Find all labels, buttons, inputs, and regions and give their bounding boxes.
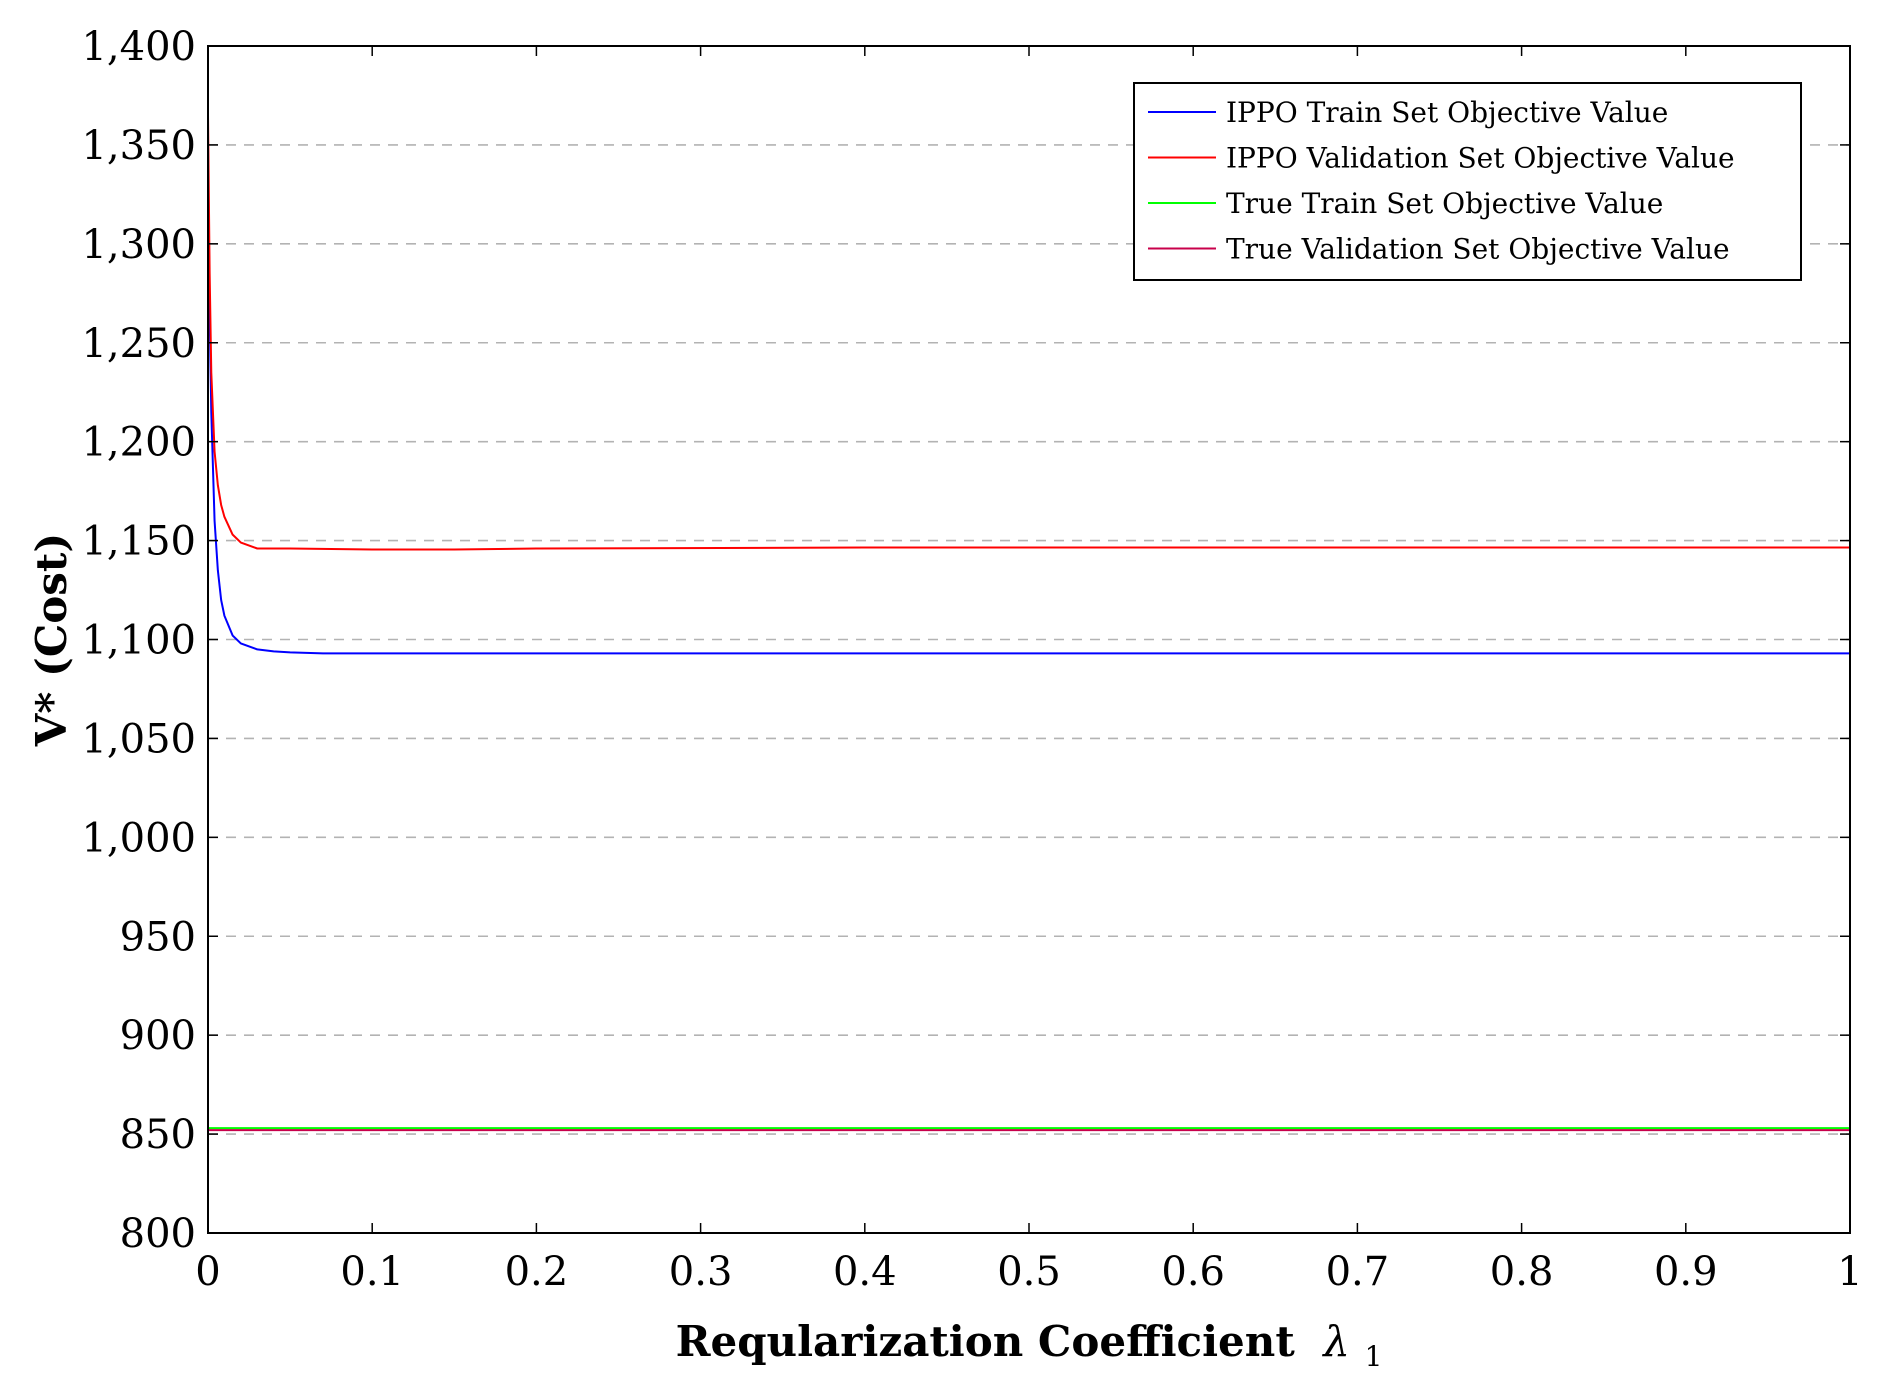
x-axis-title-text: Reqularization Coefficient [676, 1317, 1296, 1366]
y-tick-label: 950 [120, 914, 196, 960]
legend-entry: IPPO Train Set Objective Value [1148, 96, 1668, 129]
x-tick-label: 0.4 [833, 1249, 897, 1295]
y-tick-label: 1,400 [81, 24, 196, 70]
y-tick-label: 900 [120, 1013, 196, 1059]
y-tick-label: 1,000 [81, 815, 196, 861]
x-axis-title-symbol: λ [1321, 1317, 1350, 1366]
x-tick-label: 0.1 [340, 1249, 404, 1295]
grid-lines [208, 144, 1850, 1135]
y-tick-label: 800 [120, 1211, 196, 1257]
y-tick-label: 1,100 [81, 618, 196, 664]
series-lines [207, 115, 1850, 1132]
y-tick-label: 1,300 [81, 222, 196, 268]
legend-box [1133, 82, 1802, 281]
legend: IPPO Train Set Objective Value IPPO Valid… [1133, 82, 1802, 281]
x-axis-title-subscript: 1 [1365, 1340, 1383, 1373]
y-tick-labels: 800 850 900 950 1,000 1,050 1,100 1,150 1,200 1,2… [81, 24, 196, 1257]
legend-entry: True Train Set Objective Value [1148, 187, 1663, 220]
x-tick-label: 0.9 [1654, 1249, 1718, 1295]
legend-label: IPPO Train Set Objective Value [1226, 96, 1668, 129]
x-tick-label: 0.8 [1490, 1249, 1554, 1295]
x-tick-label: 0.3 [669, 1249, 733, 1295]
y-tick-label: 1,050 [81, 716, 196, 762]
series-line [207, 144, 1850, 655]
y-tick-label: 1,200 [81, 420, 196, 466]
axis-ticks [207, 45, 1851, 1234]
y-tick-label: 1,250 [81, 321, 196, 367]
x-tick-label: 0.6 [1161, 1249, 1225, 1295]
legend-label: True Train Set Objective Value [1226, 187, 1663, 220]
series-line [207, 115, 1850, 551]
x-tick-label: 0.5 [997, 1249, 1061, 1295]
legend-entry: IPPO Validation Set Objective Value [1148, 142, 1735, 175]
y-tick-label: 850 [120, 1112, 196, 1158]
x-tick-label: 1 [1837, 1249, 1862, 1295]
y-axis-title: V* (Cost) [27, 533, 76, 747]
x-tick-label: 0 [195, 1249, 220, 1295]
x-tick-label: 0.7 [1326, 1249, 1390, 1295]
x-tick-labels: 0 0.1 0.2 0.3 0.4 0.5 0.6 0.7 0.8 0.9 1 [195, 1249, 1862, 1295]
y-tick-label: 1,150 [81, 519, 196, 565]
legend-label: True Validation Set Objective Value [1226, 233, 1730, 266]
legend-entry: True Validation Set Objective Value [1148, 233, 1730, 266]
legend-label: IPPO Validation Set Objective Value [1226, 142, 1735, 175]
x-tick-label: 0.2 [505, 1249, 569, 1295]
x-axis-title: Reqularization Coefficient λ 1 [676, 1317, 1383, 1373]
y-tick-label: 1,350 [81, 123, 196, 169]
